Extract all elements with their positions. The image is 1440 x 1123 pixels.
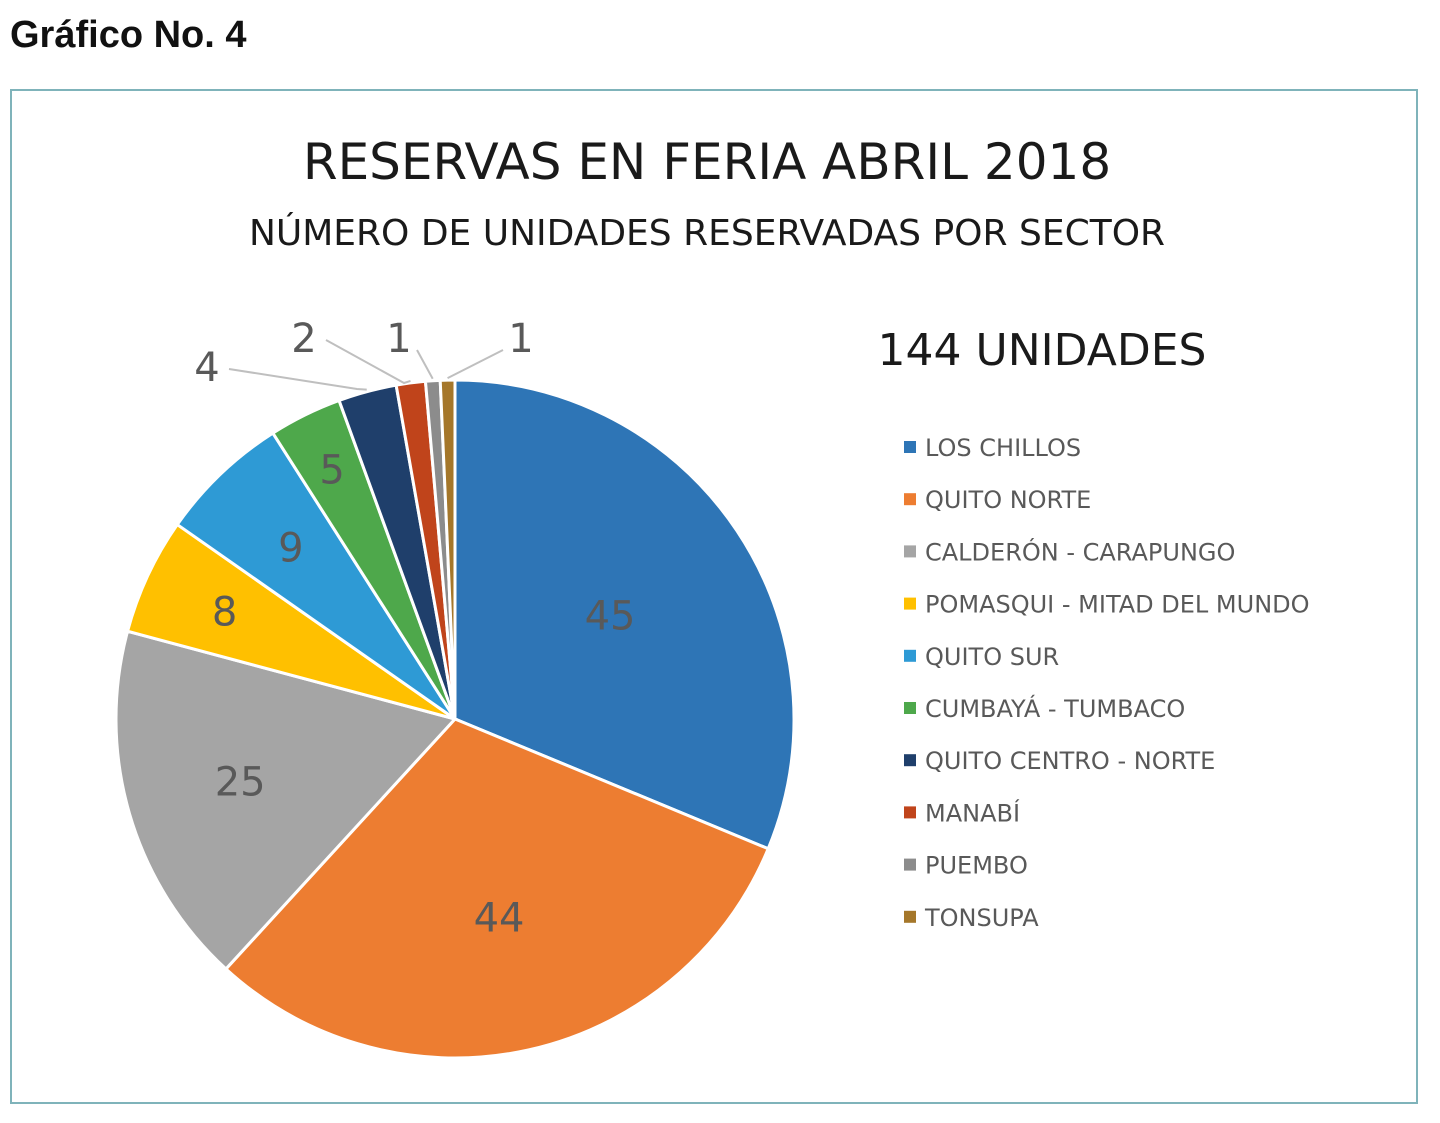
- pie-slice-tonsupa: [438, 378, 457, 720]
- data-label-puembo: 1: [386, 316, 411, 362]
- legend-label-manabi: MANABÍ: [925, 798, 1020, 827]
- data-label-pomasqui-mitad-del-mundo: 8: [212, 590, 237, 636]
- leader-lines: [228, 339, 504, 391]
- data-label-calderon-carapungo: 25: [215, 760, 266, 806]
- legend-swatch-manabi: [904, 806, 916, 819]
- pie-slice-quito-norte: [223, 717, 771, 1060]
- legend-label-los-chillos: LOS CHILLOS: [925, 434, 1081, 462]
- legend-swatch-tonsupa: [904, 910, 916, 923]
- data-label-quito-sur: 9: [278, 526, 303, 572]
- legend-swatch-quito-sur: [904, 649, 916, 662]
- legend-label-quito-norte: QUITO NORTE: [925, 486, 1091, 514]
- legend-label-quito-centro-norte: QUITO CENTRO - NORTE: [925, 747, 1215, 775]
- legend-swatch-puembo: [904, 858, 916, 871]
- pie-chart: RESERVAS EN FERIA ABRIL 2018 NÚMERO DE U…: [114, 133, 1310, 1060]
- figure-label: Gráfico No. 4: [10, 14, 247, 56]
- pie-slices: [114, 378, 796, 1060]
- legend-swatch-cumbaya-tumbaco: [904, 702, 916, 714]
- data-label-manabi: 2: [291, 316, 316, 362]
- legend-swatch-calderon-carapungo: [904, 545, 916, 558]
- data-label-quito-norte: 44: [474, 896, 525, 942]
- legend-label-tonsupa: TONSUPA: [924, 904, 1039, 932]
- leader-line-manabi: [325, 339, 411, 385]
- legend-label-quito-sur: QUITO SUR: [925, 643, 1059, 671]
- leader-line-quito-centro-norte: [228, 368, 367, 391]
- legend-label-calderon-carapungo: CALDERÓN - CARAPUNGO: [925, 536, 1235, 566]
- chart-title: RESERVAS EN FERIA ABRIL 2018: [303, 133, 1111, 191]
- legend-swatch-quito-centro-norte: [904, 754, 916, 767]
- data-label-los-chillos: 45: [585, 593, 636, 639]
- chart-subtitle: NÚMERO DE UNIDADES RESERVADAS POR SECTOR: [249, 212, 1165, 254]
- data-labels: 45 44 25 895 4 2 1 1: [194, 316, 635, 942]
- data-label-cumbaya-tumbaco: 5: [319, 448, 344, 494]
- legend-label-pomasqui-mitad-del-mundo: POMASQUI - MITAD DEL MUNDO: [925, 591, 1310, 619]
- legend-label-cumbaya-tumbaco: CUMBAYÁ - TUMBACO: [925, 694, 1185, 723]
- pie-slice-los-chillos: [453, 378, 796, 851]
- data-label-quito-centro-norte: 4: [194, 345, 219, 391]
- pie-slice-quito-sur: [175, 431, 457, 721]
- leader-line-tonsupa: [447, 349, 504, 379]
- legend-swatch-pomasqui-mitad-del-mundo: [904, 597, 916, 610]
- legend-label-puembo: PUEMBO: [925, 852, 1028, 880]
- legend: LOS CHILLOS QUITO NORTE CALDERÓN - CARAPUN…: [904, 434, 1310, 932]
- pie-slice-calderon-carapungo: [114, 629, 458, 972]
- legend-swatch-los-chillos: [904, 441, 916, 453]
- data-label-tonsupa: 1: [508, 316, 533, 362]
- legend-swatch-quito-norte: [904, 493, 916, 506]
- total-units-annotation: 144 UNIDADES: [878, 325, 1207, 376]
- leader-line-puembo: [416, 349, 434, 380]
- chart-frame: RESERVAS EN FERIA ABRIL 2018 NÚMERO DE U…: [10, 89, 1418, 1104]
